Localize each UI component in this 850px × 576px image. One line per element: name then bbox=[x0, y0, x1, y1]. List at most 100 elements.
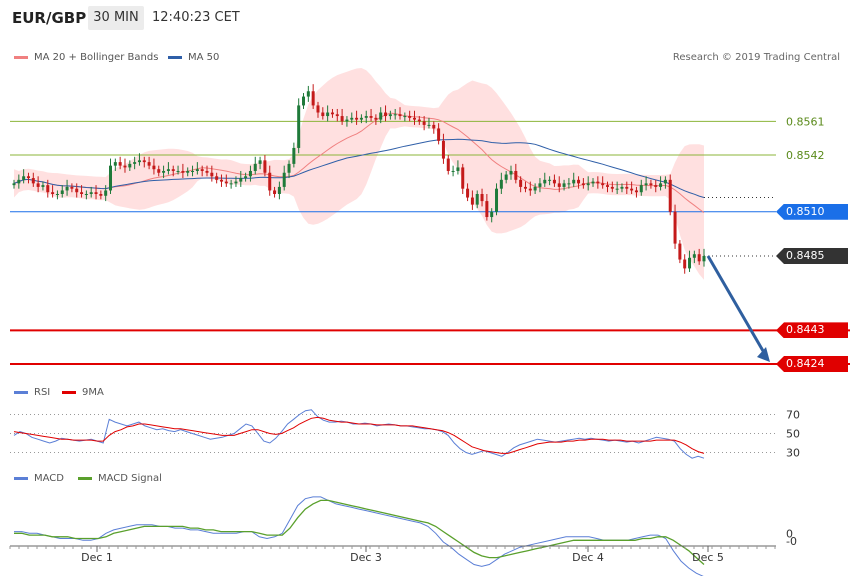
candle-body bbox=[692, 254, 696, 258]
candle-body bbox=[355, 117, 359, 120]
candle-body bbox=[538, 183, 542, 187]
candle-body bbox=[495, 188, 499, 212]
candle-body bbox=[552, 179, 556, 184]
candle-body bbox=[104, 190, 108, 196]
candle-body bbox=[55, 194, 59, 195]
pivot-tag: 0.8510 bbox=[776, 203, 848, 220]
legend-rsi: RSI bbox=[14, 387, 50, 398]
candle-body bbox=[109, 165, 113, 191]
candle-body bbox=[297, 105, 301, 148]
candle-body bbox=[364, 116, 368, 118]
candle-body bbox=[659, 183, 663, 187]
candle-body bbox=[99, 194, 103, 196]
candle-body bbox=[412, 117, 416, 120]
candle-body bbox=[673, 211, 677, 244]
candle-body bbox=[80, 192, 84, 194]
candle-body bbox=[644, 183, 648, 186]
candle-body bbox=[162, 170, 166, 173]
candle-body bbox=[258, 160, 262, 164]
legend-macd-swatch bbox=[14, 477, 28, 480]
candle-body bbox=[84, 194, 88, 195]
candle-body bbox=[625, 186, 629, 189]
candle-body bbox=[330, 112, 334, 115]
macd-tick-1: -0 bbox=[786, 535, 797, 548]
candle-body bbox=[31, 178, 35, 184]
candle-body bbox=[601, 183, 605, 186]
candle-body bbox=[12, 183, 16, 186]
candle-body bbox=[142, 160, 146, 163]
legend-macd-signal-label: MACD Signal bbox=[98, 473, 162, 484]
candle-body bbox=[311, 91, 315, 106]
candle-body bbox=[388, 114, 392, 117]
candle-body bbox=[678, 243, 682, 260]
forecast-arrow bbox=[706, 255, 768, 357]
rsi-tick-30: 30 bbox=[786, 447, 800, 460]
candle-body bbox=[369, 116, 373, 118]
candle-body bbox=[70, 186, 74, 189]
candle-body bbox=[215, 176, 219, 180]
candle-body bbox=[533, 186, 537, 191]
candle-body bbox=[446, 158, 450, 171]
candle-body bbox=[171, 169, 175, 171]
candle-body bbox=[543, 179, 547, 184]
candle-body bbox=[427, 124, 431, 126]
candle-body bbox=[451, 170, 455, 172]
candle-body bbox=[60, 190, 64, 194]
candle-body bbox=[210, 172, 214, 177]
candle-body bbox=[46, 185, 50, 193]
candle-body bbox=[113, 162, 117, 166]
candle-body bbox=[36, 183, 40, 187]
rsi-tick-50: 50 bbox=[786, 428, 800, 441]
candle-body bbox=[639, 185, 643, 193]
legend-macd: MACD bbox=[14, 473, 64, 484]
candle-body bbox=[485, 201, 489, 218]
candle-body bbox=[191, 170, 195, 172]
candle-body bbox=[615, 188, 619, 190]
candle-body bbox=[480, 194, 484, 202]
candle-body bbox=[610, 186, 614, 189]
candle-body bbox=[195, 169, 199, 171]
candle-body bbox=[620, 186, 624, 189]
candle-body bbox=[519, 179, 523, 187]
candle-body bbox=[437, 128, 441, 141]
candle-body bbox=[441, 140, 445, 159]
candle-body bbox=[504, 174, 508, 180]
candle-body bbox=[466, 188, 470, 198]
candle-body bbox=[205, 170, 209, 173]
candle-body bbox=[403, 116, 407, 118]
resistance-1-label: 0.8542 bbox=[786, 149, 825, 162]
candle-body bbox=[398, 114, 402, 117]
candle-body bbox=[234, 181, 238, 184]
credit-label: Research © 2019 Trading Central bbox=[672, 52, 840, 63]
candle-body bbox=[253, 163, 257, 171]
candle-body bbox=[630, 188, 634, 191]
rsi-ma-line bbox=[13, 416, 705, 454]
candle-body bbox=[326, 112, 330, 117]
timeframe-button[interactable]: 30 MIN bbox=[88, 6, 144, 30]
candle-body bbox=[586, 183, 590, 186]
ma50-line bbox=[13, 138, 705, 198]
resistance-2-label: 0.8561 bbox=[786, 115, 825, 128]
candle-body bbox=[268, 172, 272, 191]
candle-body bbox=[456, 167, 460, 171]
candle-body bbox=[523, 186, 527, 189]
rsi-tick-70: 70 bbox=[786, 409, 800, 422]
symbol-label: EUR/GBP bbox=[12, 9, 87, 27]
candle-body bbox=[137, 160, 141, 163]
candle-body bbox=[176, 170, 180, 172]
candle-body bbox=[417, 119, 421, 122]
candle-body bbox=[422, 121, 426, 125]
x-label-2: Dec 4 bbox=[572, 551, 604, 564]
candle-body bbox=[350, 117, 354, 120]
candle-body bbox=[94, 192, 98, 194]
candle-body bbox=[461, 167, 465, 189]
macd-signal-line bbox=[14, 499, 705, 565]
candle-body bbox=[157, 169, 161, 173]
ma20-line bbox=[13, 112, 705, 214]
candle-body bbox=[292, 147, 296, 164]
candle-body bbox=[239, 178, 243, 182]
candle-body bbox=[22, 176, 26, 180]
candle-body bbox=[591, 181, 595, 184]
candle-body bbox=[65, 186, 69, 191]
